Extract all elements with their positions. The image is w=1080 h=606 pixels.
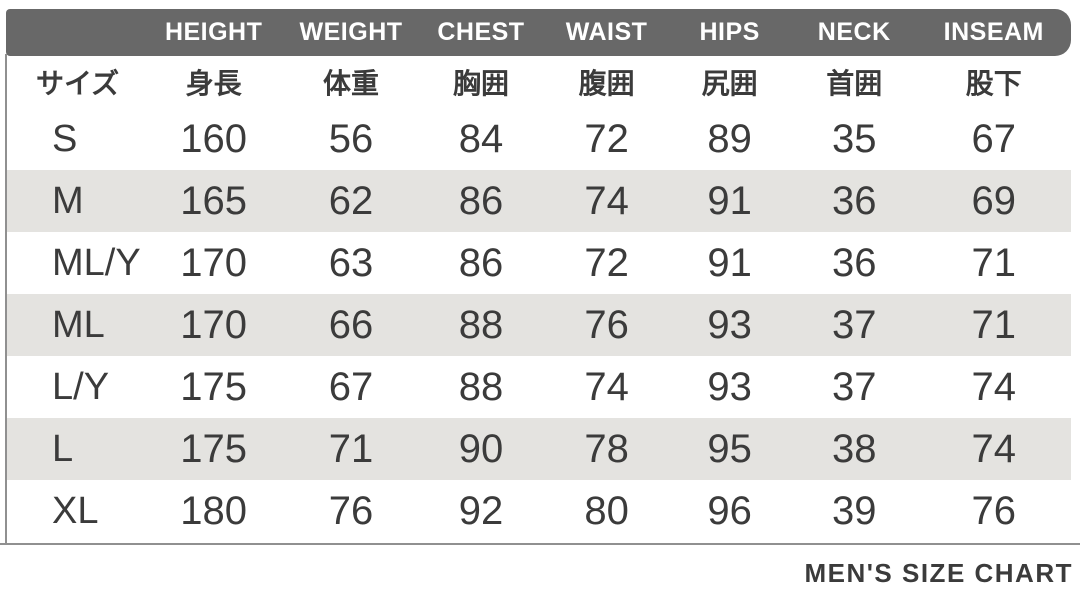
header-row-ja: サイズ 身長 体重 胸囲 腹囲 尻囲 首囲 股下 [6,56,1071,108]
cell-inseam: 67 [971,116,1017,161]
column-header-size-en [6,9,142,56]
cell-inseam: 71 [971,302,1017,347]
column-header-waist-ja: 腹囲 [578,68,635,99]
cell-size: M [52,179,84,222]
cell-waist: 80 [584,488,629,533]
cell-size: L [52,427,74,470]
column-header-chest-ja: 胸囲 [452,68,509,99]
size-chart: HEIGHT WEIGHT CHEST WAIST HIPS NECK INSE… [6,9,1071,542]
cell-weight: 66 [328,302,374,347]
cell-height: 160 [180,116,248,161]
column-header-size-ja: サイズ [36,68,120,99]
cell-inseam: 69 [971,178,1017,223]
cell-chest: 86 [458,240,504,285]
cell-hips: 91 [707,178,752,223]
table-bottom-rule [0,543,1080,545]
cell-neck: 37 [831,302,877,347]
cell-weight: 56 [328,116,374,161]
cell-size: L/Y [52,365,110,408]
column-header-height-ja: 身長 [185,68,242,99]
cell-neck: 35 [831,116,877,161]
column-header-height-en: HEIGHT [141,9,287,56]
cell-weight: 67 [328,364,374,409]
cell-hips: 93 [707,302,752,347]
cell-size: ML/Y [52,241,141,284]
table-row: L/Y 175 67 88 74 93 37 74 [6,356,1071,418]
cell-chest: 84 [458,116,504,161]
cell-hips: 89 [707,116,752,161]
cell-neck: 36 [831,240,877,285]
cell-inseam: 74 [971,364,1017,409]
cell-inseam: 74 [971,426,1017,471]
table-left-border [5,54,7,543]
size-table-body: S 160 56 84 72 89 35 67 M 165 62 86 74 9… [6,108,1071,542]
column-header-hips-ja: 尻囲 [701,68,758,99]
cell-weight: 63 [328,240,374,285]
chart-caption: MEN'S SIZE CHART [804,558,1073,588]
cell-waist: 78 [584,426,629,471]
table-row: XL 180 76 92 80 96 39 76 [6,480,1071,542]
cell-weight: 71 [328,426,374,471]
column-header-chest-en: CHEST [416,9,546,56]
cell-neck: 39 [831,488,877,533]
column-header-hips-en: HIPS [667,9,792,56]
cell-neck: 38 [831,426,877,471]
cell-inseam: 71 [971,240,1017,285]
cell-height: 175 [180,426,248,471]
column-header-waist-en: WAIST [545,9,668,56]
column-header-neck-en: NECK [791,9,917,56]
table-row: ML/Y 170 63 86 72 91 36 71 [6,232,1071,294]
cell-inseam: 76 [971,488,1017,533]
column-header-weight-ja: 体重 [323,68,380,99]
cell-chest: 92 [458,488,504,533]
cell-hips: 91 [707,240,752,285]
cell-waist: 72 [584,116,629,161]
table-row: L 175 71 90 78 95 38 74 [6,418,1071,480]
cell-height: 170 [180,240,248,285]
cell-hips: 96 [707,488,752,533]
column-header-weight-en: WEIGHT [286,9,416,56]
cell-height: 165 [180,178,248,223]
column-header-inseam-en: INSEAM [916,9,1071,56]
cell-height: 180 [180,488,248,533]
cell-weight: 76 [328,488,374,533]
cell-weight: 62 [328,178,374,223]
cell-height: 170 [180,302,248,347]
cell-neck: 36 [831,178,877,223]
cell-size: XL [52,489,99,532]
cell-waist: 74 [584,178,629,223]
cell-waist: 76 [584,302,629,347]
cell-waist: 72 [584,240,629,285]
cell-chest: 90 [458,426,504,471]
column-header-neck-ja: 首囲 [826,68,883,99]
size-table: HEIGHT WEIGHT CHEST WAIST HIPS NECK INSE… [6,9,1071,542]
table-row: S 160 56 84 72 89 35 67 [6,108,1071,170]
cell-chest: 88 [458,302,504,347]
cell-hips: 95 [707,426,752,471]
cell-neck: 37 [831,364,877,409]
cell-height: 175 [180,364,248,409]
cell-waist: 74 [584,364,629,409]
cell-size: ML [52,303,105,346]
table-row: ML 170 66 88 76 93 37 71 [6,294,1071,356]
cell-chest: 88 [458,364,504,409]
column-header-inseam-ja: 股下 [965,68,1022,99]
header-row-en: HEIGHT WEIGHT CHEST WAIST HIPS NECK INSE… [6,9,1071,56]
table-row: M 165 62 86 74 91 36 69 [6,170,1071,232]
cell-size: S [52,117,78,160]
cell-chest: 86 [458,178,504,223]
cell-hips: 93 [707,364,752,409]
